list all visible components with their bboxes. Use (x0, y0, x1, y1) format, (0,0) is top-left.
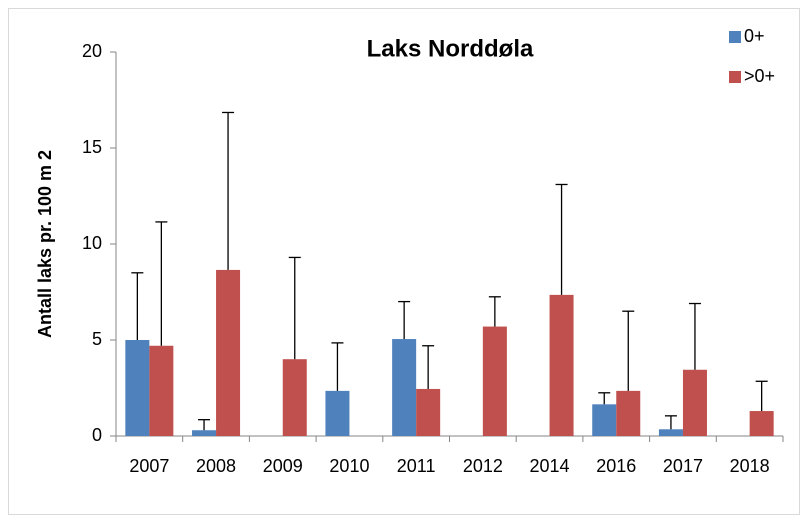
bar (549, 294, 574, 436)
error-bar (222, 111, 235, 270)
bar (192, 430, 217, 436)
error-bar (598, 392, 611, 405)
x-tick-label: 2016 (596, 456, 636, 476)
chart-title: Laks Norddøla (367, 35, 534, 62)
error-bar (622, 310, 635, 391)
error-bar (555, 183, 568, 295)
x-tick-label: 2018 (730, 456, 770, 476)
bar (592, 404, 617, 436)
legend-label: >0+ (744, 66, 775, 86)
bar (325, 390, 350, 436)
y-tick-label: 0 (92, 425, 102, 445)
x-tick-label: 2011 (397, 456, 436, 476)
x-tick-label: 2010 (329, 456, 369, 476)
y-tick-label: 20 (82, 41, 102, 61)
legend-swatch (729, 71, 741, 83)
error-bar (331, 342, 344, 391)
legend-swatch (729, 31, 741, 43)
y-tick-label: 15 (82, 137, 102, 157)
bar (282, 359, 307, 436)
x-tick-label: 2014 (530, 456, 570, 476)
bar (682, 369, 707, 436)
bar (416, 388, 441, 436)
error-bar (755, 380, 768, 412)
bar (392, 339, 417, 436)
chart-border (8, 8, 800, 515)
bar (482, 326, 507, 436)
bar (216, 269, 241, 436)
error-bar (155, 221, 168, 346)
bar (149, 345, 174, 436)
x-tick-label: 2012 (463, 456, 503, 476)
y-tick-label: 5 (92, 329, 102, 349)
legend-label: 0+ (744, 26, 765, 46)
error-bar (288, 256, 301, 360)
x-tick-label: 2009 (263, 456, 303, 476)
error-bar (488, 296, 501, 327)
bar (125, 340, 150, 436)
error-bar (131, 272, 144, 340)
x-tick-label: 2017 (663, 456, 703, 476)
bar (616, 390, 641, 436)
bar (658, 429, 683, 436)
error-bar (664, 415, 677, 430)
error-bar (198, 419, 211, 431)
error-bar (688, 302, 701, 370)
bar (749, 411, 774, 436)
error-bar (422, 345, 435, 389)
error-bar (398, 300, 411, 340)
x-tick-label: 2008 (196, 456, 236, 476)
x-tick-label: 2007 (129, 456, 169, 476)
y-axis-label: Antall laks pr. 100 m 2 (35, 150, 55, 338)
y-tick-label: 10 (82, 233, 102, 253)
